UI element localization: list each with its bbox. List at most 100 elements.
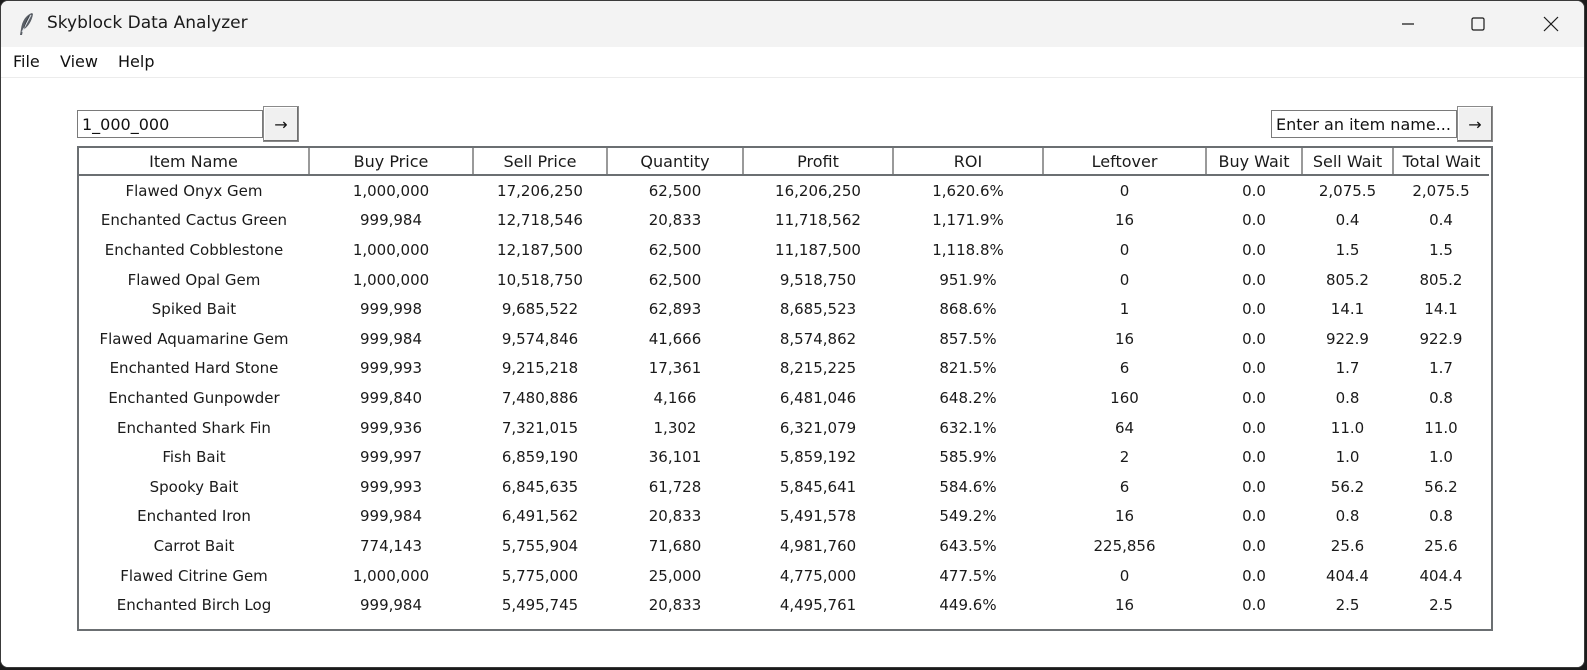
cell-sell-wait: 404.4 bbox=[1326, 566, 1369, 585]
cell-profit: 5,845,641 bbox=[779, 477, 857, 496]
cell-leftover: 160 bbox=[1110, 388, 1139, 407]
cell-roi: 643.5% bbox=[939, 536, 997, 555]
table-row[interactable]: Fish Bait 999,997 6,859,190 36,101 5,859,192… bbox=[79, 442, 1489, 472]
cell-sell-price: 9,685,522 bbox=[501, 300, 579, 319]
cell-sell-price: 12,187,500 bbox=[497, 240, 583, 259]
table-row[interactable]: Enchanted Birch Log 999,984 5,495,745 20,83… bbox=[79, 590, 1489, 620]
cell-item-name: Flawed Opal Gem bbox=[127, 270, 261, 289]
cell-total-wait: 1.7 bbox=[1429, 359, 1453, 378]
cell-quantity: 71,680 bbox=[648, 536, 702, 555]
column-header-buy-price[interactable]: Buy Price bbox=[309, 148, 474, 176]
cell-item-name: Fish Bait bbox=[162, 448, 226, 467]
main-content: → → Item Name bbox=[1, 78, 1584, 667]
table-row[interactable]: Spiked Bait 999,998 9,685,522 62,893 8,685,5… bbox=[79, 294, 1489, 324]
cell-quantity: 61,728 bbox=[648, 477, 702, 496]
cell-buy-price: 999,840 bbox=[359, 388, 423, 407]
close-button[interactable] bbox=[1516, 1, 1584, 47]
cell-leftover: 0 bbox=[1119, 566, 1130, 585]
cell-buy-price: 999,984 bbox=[359, 507, 423, 526]
cell-roi: 821.5% bbox=[939, 359, 997, 378]
cell-leftover: 225,856 bbox=[1093, 536, 1156, 555]
table-row[interactable]: Enchanted Cobblestone 1,000,000 12,187,500… bbox=[79, 235, 1489, 265]
minimize-icon bbox=[1402, 23, 1414, 25]
window-title: Skyblock Data Analyzer bbox=[47, 13, 248, 33]
table-row[interactable]: Enchanted Hard Stone 999,993 9,215,218 17,3… bbox=[79, 354, 1489, 384]
cell-total-wait: 1.0 bbox=[1429, 448, 1453, 467]
table-row[interactable]: Flawed Opal Gem 1,000,000 10,518,750 62,500… bbox=[79, 265, 1489, 295]
cell-item-name: Enchanted Shark Fin bbox=[117, 418, 271, 437]
cell-profit: 11,187,500 bbox=[775, 240, 861, 259]
maximize-button[interactable] bbox=[1443, 1, 1513, 47]
search-button[interactable]: → bbox=[1457, 106, 1493, 142]
cell-quantity: 4,166 bbox=[653, 388, 697, 407]
table-row[interactable]: Flawed Onyx Gem 1,000,000 17,206,250 62,500… bbox=[79, 175, 1489, 206]
cell-roi: 868.6% bbox=[939, 300, 997, 319]
cell-total-wait: 922.9 bbox=[1419, 329, 1463, 348]
column-header-buy-wait[interactable]: Buy Wait bbox=[1206, 148, 1303, 176]
cell-total-wait: 2,075.5 bbox=[1412, 181, 1470, 200]
cell-item-name: Enchanted Cobblestone bbox=[104, 240, 284, 259]
cell-sell-price: 5,755,904 bbox=[501, 536, 579, 555]
item-search-input[interactable] bbox=[1271, 110, 1457, 138]
column-header-profit[interactable]: Profit bbox=[743, 148, 894, 176]
cell-sell-price: 5,495,745 bbox=[501, 596, 579, 615]
cell-roi: 477.5% bbox=[939, 566, 997, 585]
cell-leftover: 64 bbox=[1114, 418, 1135, 437]
cell-sell-wait: 1.0 bbox=[1335, 448, 1360, 467]
items-table[interactable]: Item Name Buy Price Sell Price Quantity … bbox=[77, 146, 1493, 631]
minimize-button[interactable] bbox=[1373, 1, 1443, 47]
cell-buy-price: 1,000,000 bbox=[352, 270, 430, 289]
column-header-sell-wait[interactable]: Sell Wait bbox=[1302, 148, 1394, 176]
cell-sell-price: 5,775,000 bbox=[501, 566, 579, 585]
cell-item-name: Enchanted Hard Stone bbox=[109, 359, 279, 378]
table-row[interactable]: Flawed Aquamarine Gem 999,984 9,574,846 41,… bbox=[79, 324, 1489, 354]
cell-quantity: 17,361 bbox=[648, 359, 702, 378]
menu-bar: File View Help bbox=[1, 47, 1584, 78]
cell-buy-wait: 0.0 bbox=[1242, 329, 1266, 348]
title-bar[interactable]: Skyblock Data Analyzer bbox=[1, 1, 1584, 47]
column-header-roi[interactable]: ROI bbox=[893, 148, 1044, 176]
table-row[interactable]: Flawed Citrine Gem 1,000,000 5,775,000 25,0… bbox=[79, 561, 1489, 591]
table-row[interactable]: Enchanted Gunpowder 999,840 7,480,886 4,166… bbox=[79, 383, 1489, 413]
column-header-item-name[interactable]: Item Name bbox=[79, 148, 310, 176]
cell-sell-wait: 11.0 bbox=[1330, 418, 1365, 437]
cell-buy-wait: 0.0 bbox=[1242, 536, 1266, 555]
cell-total-wait: 56.2 bbox=[1424, 477, 1458, 496]
cell-buy-wait: 0.0 bbox=[1242, 300, 1266, 319]
cell-buy-price: 999,984 bbox=[359, 211, 423, 230]
cell-roi: 1,620.6% bbox=[932, 181, 1004, 200]
menu-help[interactable]: Help bbox=[118, 52, 155, 71]
table-row[interactable]: Enchanted Iron 999,984 6,491,562 20,833 5,49… bbox=[79, 502, 1489, 532]
table-row[interactable]: Spooky Bait 999,993 6,845,635 61,728 5,845,6… bbox=[79, 472, 1489, 502]
close-icon bbox=[1543, 16, 1559, 32]
column-header-quantity[interactable]: Quantity bbox=[607, 148, 744, 176]
table-row[interactable]: Carrot Bait 774,143 5,755,904 71,680 4,981,7… bbox=[79, 531, 1489, 561]
cell-sell-wait: 25.6 bbox=[1330, 536, 1365, 555]
cell-sell-price: 10,518,750 bbox=[497, 270, 583, 289]
cell-leftover: 0 bbox=[1119, 181, 1130, 200]
table-row[interactable]: Enchanted Cactus Green 999,984 12,718,546 2… bbox=[79, 206, 1489, 236]
table-row[interactable]: Enchanted Shark Fin 999,936 7,321,015 1,302… bbox=[79, 413, 1489, 443]
column-header-sell-price[interactable]: Sell Price bbox=[473, 148, 608, 176]
menu-file[interactable]: File bbox=[13, 52, 40, 71]
column-header-total-wait[interactable]: Total Wait bbox=[1393, 148, 1489, 176]
cell-profit: 6,321,079 bbox=[779, 418, 857, 437]
cell-sell-wait: 922.9 bbox=[1326, 329, 1369, 348]
cell-buy-wait: 0.0 bbox=[1242, 388, 1266, 407]
column-header-leftover[interactable]: Leftover bbox=[1043, 148, 1207, 176]
cell-sell-price: 6,859,190 bbox=[501, 448, 579, 467]
cell-buy-price: 999,997 bbox=[359, 448, 423, 467]
cell-leftover: 16 bbox=[1114, 211, 1135, 230]
table-header-row: Item Name Buy Price Sell Price Quantity … bbox=[79, 148, 1489, 176]
cell-total-wait: 404.4 bbox=[1419, 566, 1463, 585]
apply-amount-button[interactable]: → bbox=[263, 106, 299, 142]
cell-profit: 4,775,000 bbox=[779, 566, 857, 585]
cell-buy-price: 999,993 bbox=[359, 359, 423, 378]
items-table-grid: Item Name Buy Price Sell Price Quantity … bbox=[79, 148, 1489, 620]
menu-view[interactable]: View bbox=[60, 52, 98, 71]
cell-total-wait: 25.6 bbox=[1424, 536, 1458, 555]
amount-input[interactable] bbox=[77, 110, 263, 138]
cell-profit: 5,491,578 bbox=[779, 507, 857, 526]
cell-buy-wait: 0.0 bbox=[1242, 507, 1266, 526]
cell-sell-price: 12,718,546 bbox=[497, 211, 583, 230]
